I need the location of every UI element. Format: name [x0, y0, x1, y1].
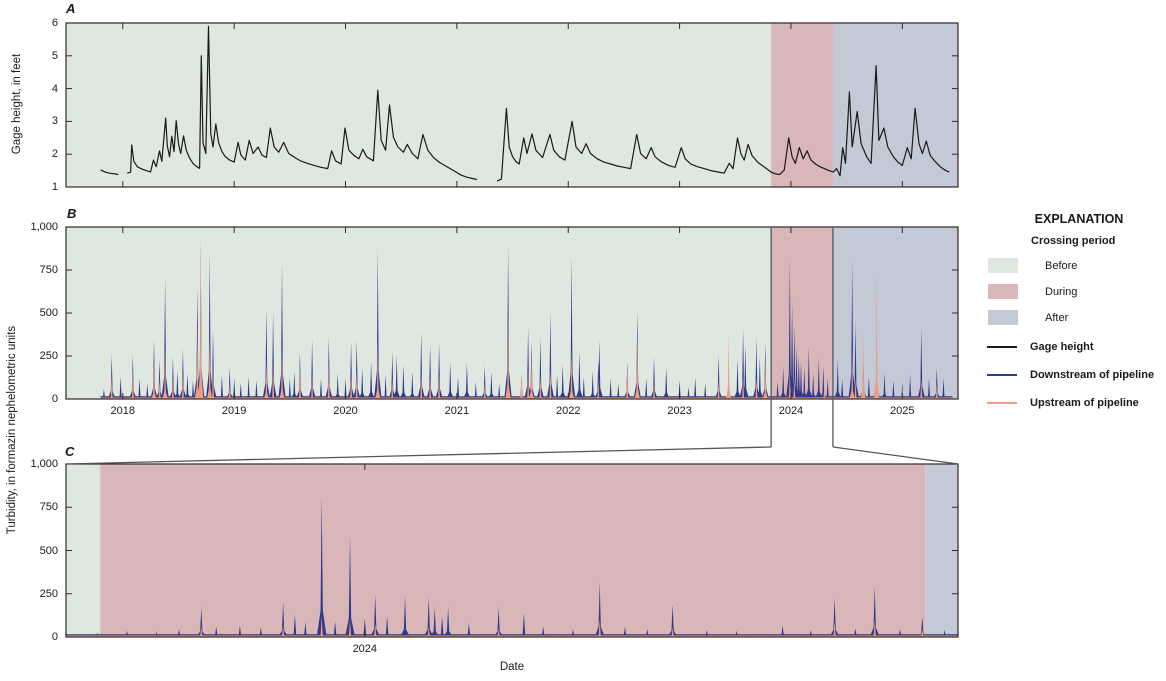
- gage-height-label: Gage height: [1030, 341, 1094, 353]
- y-tick-label: 250: [39, 587, 58, 600]
- y-tick-label: 750: [39, 501, 58, 514]
- during-swatch: [988, 284, 1018, 299]
- y-tick-label: 750: [39, 264, 58, 276]
- x-tick-label: 2022: [555, 405, 581, 417]
- legend-item-after: After: [988, 310, 1166, 325]
- gage-y-axis-title: Gage height, in feet: [11, 53, 23, 155]
- x-tick-label: 2023: [667, 405, 692, 417]
- before-label: Before: [1045, 259, 1078, 272]
- legend-group-title: Crossing period: [1031, 235, 1116, 247]
- x-tick-label: 2024: [778, 405, 804, 417]
- x-tick-label: 2021: [444, 405, 470, 417]
- during-label: During: [1045, 285, 1078, 298]
- x-tick-label: 2025: [890, 405, 915, 417]
- panel-b-label: B: [67, 206, 77, 221]
- y-tick-label: 500: [39, 544, 58, 557]
- y-tick-label: 2: [51, 148, 58, 161]
- upstream-label: Upstream of pipeline: [1030, 397, 1139, 409]
- upstream-line-sample: [987, 402, 1017, 404]
- x-tick-label: 2024: [352, 643, 378, 655]
- y-tick-label: 6: [51, 17, 58, 29]
- after-label: After: [1045, 311, 1069, 324]
- y-tick-label: 0: [51, 631, 58, 643]
- x-tick-label: 2019: [221, 405, 247, 417]
- downstream-label: Downstream of pipeline: [1030, 369, 1155, 381]
- after-swatch: [988, 310, 1018, 325]
- y-tick-label: 3: [51, 115, 58, 128]
- x-tick-label: 2020: [333, 405, 358, 417]
- legend-item-upstream: Upstream of pipeline: [987, 397, 1166, 409]
- y-tick-label: 250: [39, 350, 58, 362]
- turbidity-y-axis-title: Turbidity, in formazin nephelometric uni…: [6, 325, 18, 535]
- y-tick-label: 4: [51, 82, 58, 95]
- y-tick-label: 0: [51, 393, 58, 405]
- y-tick-label: 1,000: [30, 458, 58, 470]
- before-swatch: [988, 258, 1018, 273]
- legend: EXPLANATION Crossing period Before Durin…: [985, 212, 1166, 409]
- legend-title: EXPLANATION: [1034, 212, 1124, 226]
- gage-height-line-sample: [987, 346, 1017, 348]
- y-tick-label: 1: [51, 181, 58, 193]
- legend-item-during: During: [988, 284, 1166, 299]
- legend-item-downstream: Downstream of pipeline: [987, 369, 1166, 381]
- x-tick-label: 2018: [110, 405, 136, 417]
- legend-item-before: Before: [988, 258, 1166, 273]
- legend-item-gage-height: Gage height: [987, 341, 1166, 353]
- y-tick-label: 500: [39, 307, 58, 319]
- panel-c-label: C: [65, 444, 75, 459]
- x-axis-title-date: Date: [499, 661, 525, 673]
- panel-a-label: A: [66, 1, 76, 16]
- y-tick-label: 5: [51, 49, 58, 62]
- downstream-line-sample: [987, 374, 1017, 376]
- y-tick-label: 1,000: [30, 221, 58, 233]
